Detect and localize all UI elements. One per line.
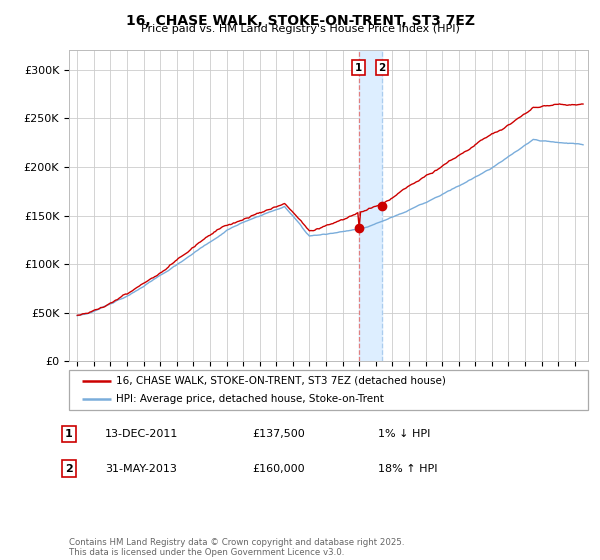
FancyBboxPatch shape <box>69 370 588 410</box>
Text: 31-MAY-2013: 31-MAY-2013 <box>105 464 177 474</box>
Text: 1: 1 <box>355 63 362 73</box>
Text: HPI: Average price, detached house, Stoke-on-Trent: HPI: Average price, detached house, Stok… <box>116 394 383 404</box>
Text: £137,500: £137,500 <box>252 429 305 439</box>
Text: 2: 2 <box>65 464 73 474</box>
Text: Price paid vs. HM Land Registry's House Price Index (HPI): Price paid vs. HM Land Registry's House … <box>140 24 460 34</box>
Text: £160,000: £160,000 <box>252 464 305 474</box>
Text: 16, CHASE WALK, STOKE-ON-TRENT, ST3 7EZ (detached house): 16, CHASE WALK, STOKE-ON-TRENT, ST3 7EZ … <box>116 376 446 386</box>
Bar <box>359 50 382 361</box>
Text: 2: 2 <box>379 63 386 73</box>
Text: 18% ↑ HPI: 18% ↑ HPI <box>378 464 437 474</box>
Text: 16, CHASE WALK, STOKE-ON-TRENT, ST3 7EZ: 16, CHASE WALK, STOKE-ON-TRENT, ST3 7EZ <box>125 14 475 28</box>
Text: 1% ↓ HPI: 1% ↓ HPI <box>378 429 430 439</box>
Text: 1: 1 <box>65 429 73 439</box>
Text: 13-DEC-2011: 13-DEC-2011 <box>105 429 178 439</box>
Text: Contains HM Land Registry data © Crown copyright and database right 2025.
This d: Contains HM Land Registry data © Crown c… <box>69 538 404 557</box>
